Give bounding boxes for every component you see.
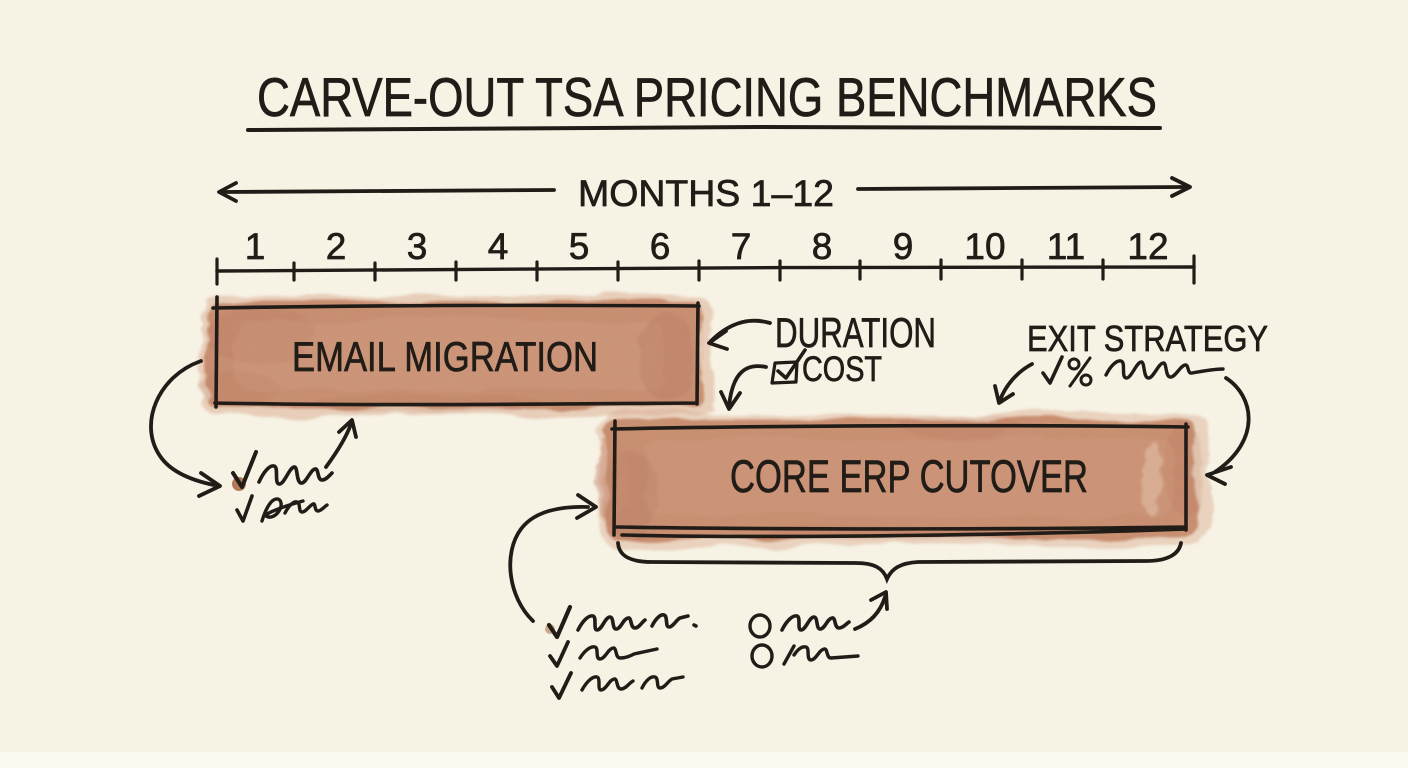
svg-text:10: 10 [964,226,1005,267]
svg-text:12: 12 [1127,226,1168,267]
svg-text:3: 3 [407,226,428,267]
svg-text:COST: COST [802,350,882,389]
svg-text:MONTHS 1–12: MONTHS 1–12 [578,173,834,214]
svg-text:CARVE-OUT TSA PRICING BENCHMAR: CARVE-OUT TSA PRICING BENCHMARKS [257,66,1157,128]
svg-text:11: 11 [1047,226,1085,267]
svg-text:9: 9 [893,226,914,267]
svg-text:EXIT STRATEGY: EXIT STRATEGY [1027,318,1268,359]
svg-text:1: 1 [245,226,266,267]
svg-text:CORE ERP CUTOVER: CORE ERP CUTOVER [730,451,1088,502]
svg-text:2: 2 [326,226,347,267]
svg-text:7: 7 [731,226,752,267]
svg-text:6: 6 [650,226,671,267]
svg-text:DURATION: DURATION [775,309,936,356]
svg-text:8: 8 [812,226,833,267]
svg-text:4: 4 [488,226,509,267]
svg-text:5: 5 [569,226,590,267]
svg-text:EMAIL MIGRATION: EMAIL MIGRATION [292,333,598,380]
